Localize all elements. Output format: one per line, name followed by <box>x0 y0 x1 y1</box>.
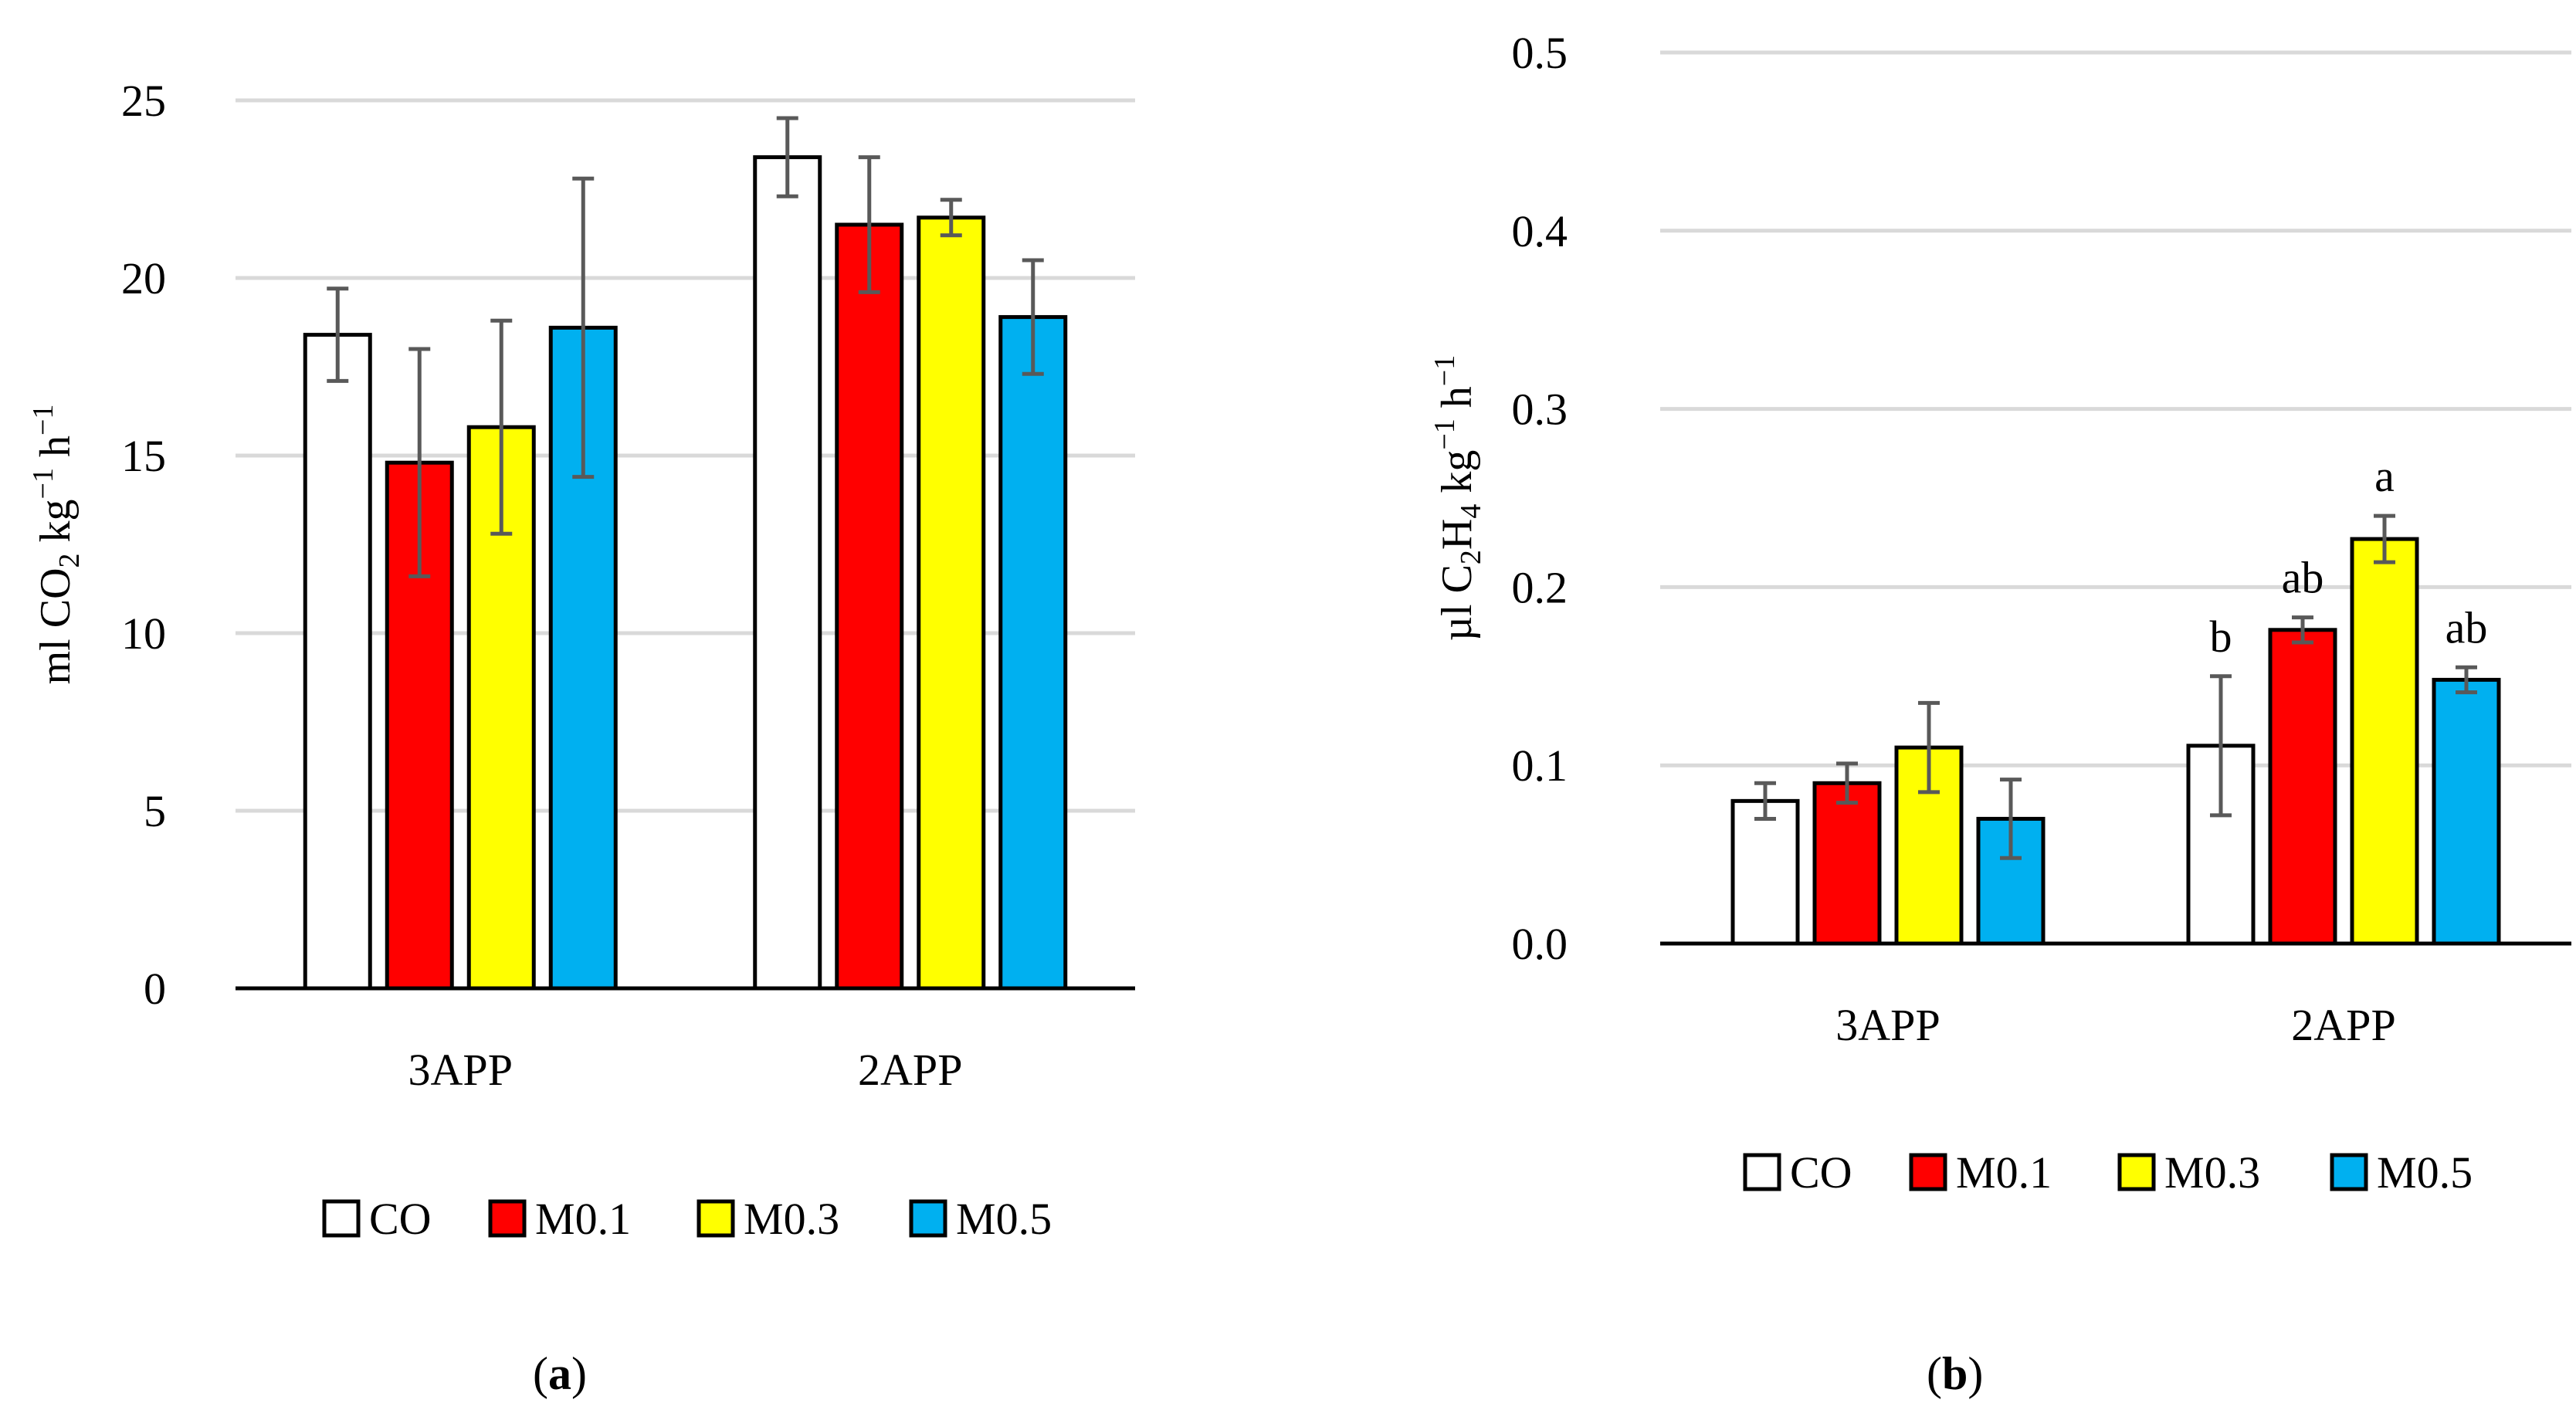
y-tick-label: 0.1 <box>1512 740 1568 791</box>
x-category-label: 2APP <box>2291 1000 2395 1050</box>
legend-label-M0.5: M0.5 <box>2377 1147 2473 1198</box>
legend-label-M0.1: M0.1 <box>535 1194 631 1244</box>
y-tick-label: 10 <box>121 608 166 659</box>
legend-swatch-CO <box>1743 1153 1781 1191</box>
y-tick-label: 25 <box>121 76 166 126</box>
legend-label-M0.1: M0.1 <box>1956 1147 2052 1198</box>
y-axis-label: µl C2H4 kg−1 h−1 <box>1429 355 1487 642</box>
panel-b-caption: (b) <box>1927 1348 1984 1399</box>
chart-panel-b: 0.0 0.1 0.2 0.3 0.4 0.5 3APP b ab a ab 2APP µl C2H4 … <box>1297 0 2576 1413</box>
bar-M0.1-2APP <box>835 222 904 991</box>
bar-M0.1-2APP <box>2268 628 2337 946</box>
y-tick-label: 0.5 <box>1512 28 1568 78</box>
legend-swatch-M0.1 <box>1909 1153 1947 1191</box>
panel-a-letter: a <box>547 1348 571 1399</box>
bar-M0.5-3APP <box>548 325 618 991</box>
y-tick-label: 0.4 <box>1512 206 1568 256</box>
significance-letter: ab <box>2446 602 2488 652</box>
chart-panel-a: 0 5 10 15 20 25 3APP 2APP ml CO2 kg−1 h−1 CO M0.1 M… <box>0 0 1235 1413</box>
legend-label-M0.3: M0.3 <box>744 1194 839 1244</box>
y-tick-label: 5 <box>144 786 166 836</box>
bar-M0.5-2APP <box>2432 677 2501 946</box>
bar-M0.1-3APP <box>1812 781 1882 946</box>
significance-letter: b <box>2210 612 2232 662</box>
panel-b-letter: b <box>1941 1348 1968 1399</box>
bar-CO-2APP <box>753 155 822 991</box>
x-category-label: 3APP <box>408 1045 513 1095</box>
panel-a-caption: (a) <box>533 1348 587 1399</box>
y-tick-label: 0.0 <box>1512 919 1568 969</box>
y-axis-label: ml CO2 kg−1 h−1 <box>27 405 86 685</box>
x-category-label: 3APP <box>1835 1000 1940 1050</box>
legend-swatch-M0.1 <box>488 1199 527 1238</box>
legend-label-CO: CO <box>369 1194 432 1244</box>
x-category-label: 2APP <box>858 1045 962 1095</box>
bar-M0.3-2APP <box>917 215 986 991</box>
chart-a-svg: 0 5 10 15 20 25 3APP 2APP ml CO2 kg−1 h−1 CO M0.1 M… <box>27 76 1135 1244</box>
legend-swatch-CO <box>322 1199 361 1238</box>
legend-swatch-M0.5 <box>2330 1153 2368 1191</box>
legend-label-CO: CO <box>1790 1147 1852 1198</box>
legend-label-M0.3: M0.3 <box>2164 1147 2260 1198</box>
y-tick-label: 20 <box>121 253 166 303</box>
bar-M0.3-2APP <box>2350 537 2419 946</box>
bar-M0.5-2APP <box>998 315 1068 991</box>
legend-swatch-M0.3 <box>2117 1153 2156 1191</box>
legend-swatch-M0.5 <box>909 1199 947 1238</box>
significance-letter: a <box>2374 451 2395 501</box>
y-tick-label: 0.2 <box>1512 562 1568 612</box>
bar-CO-3APP <box>1730 798 1800 946</box>
legend-swatch-M0.3 <box>697 1199 735 1238</box>
y-tick-label: 0.3 <box>1512 385 1568 435</box>
legend-label-M0.5: M0.5 <box>956 1194 1052 1244</box>
y-tick-label: 0 <box>144 964 166 1014</box>
y-tick-label: 15 <box>121 431 166 481</box>
bar-CO-3APP <box>303 333 372 991</box>
significance-letter: ab <box>2282 553 2324 603</box>
